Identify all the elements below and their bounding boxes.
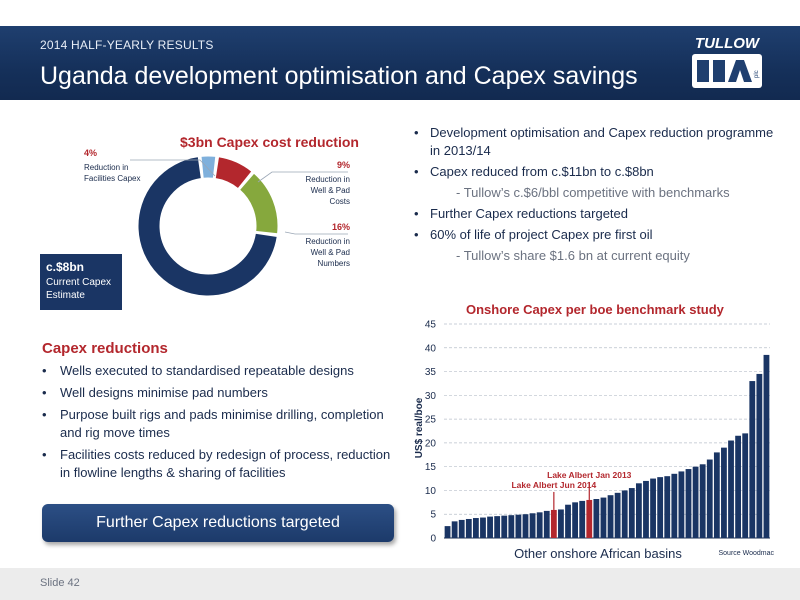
logo-sub-text: plc bbox=[754, 70, 760, 78]
bar bbox=[529, 513, 536, 538]
page-title: Uganda development optimisation and Cape… bbox=[40, 62, 638, 90]
slide-number: Slide 42 bbox=[40, 577, 80, 589]
highlight-bar bbox=[550, 509, 557, 538]
bar bbox=[480, 517, 486, 538]
bar bbox=[515, 514, 522, 538]
bar bbox=[487, 516, 493, 538]
bar bbox=[692, 466, 699, 538]
y-tick-label: 0 bbox=[430, 534, 436, 545]
well-pad-numbers-pct: 16% bbox=[331, 222, 350, 232]
y-tick-label: 20 bbox=[425, 438, 437, 449]
bar bbox=[628, 488, 635, 538]
bar bbox=[749, 381, 756, 538]
y-tick-label: 15 bbox=[425, 462, 437, 473]
bar bbox=[472, 518, 479, 538]
bar bbox=[685, 469, 692, 538]
bar bbox=[600, 497, 607, 538]
y-tick-label: 45 bbox=[425, 320, 437, 331]
bar bbox=[572, 502, 579, 538]
capex-donut-chart bbox=[130, 155, 348, 297]
bar bbox=[650, 478, 656, 538]
capex-estimate-label: Current Capex Estimate bbox=[46, 277, 112, 301]
bar bbox=[536, 512, 543, 538]
footer: Slide 42 bbox=[0, 568, 800, 600]
bar bbox=[713, 452, 720, 538]
bar bbox=[742, 433, 749, 538]
bar bbox=[558, 509, 564, 538]
bar bbox=[565, 504, 571, 538]
further-capex-button[interactable]: Further Capex reductions targeted bbox=[42, 504, 394, 542]
well-pad-numbers-label: Reduction in Well & Pad Numbers bbox=[305, 237, 350, 268]
bar bbox=[607, 495, 614, 538]
y-tick-label: 30 bbox=[425, 391, 437, 402]
donut-title: $3bn Capex cost reduction bbox=[180, 134, 359, 150]
bar bbox=[614, 492, 621, 538]
bar bbox=[494, 516, 501, 538]
chart-title: Onshore Capex per boe benchmark study bbox=[466, 302, 724, 317]
bar bbox=[721, 447, 727, 538]
bar bbox=[706, 459, 713, 538]
bar bbox=[522, 514, 529, 538]
facilities-pct: 4% bbox=[84, 148, 98, 158]
bar bbox=[444, 526, 451, 538]
bar bbox=[728, 440, 734, 538]
well-pad-costs-pct: 9% bbox=[336, 160, 350, 170]
y-tick-label: 10 bbox=[425, 486, 437, 497]
x-axis-label: Other onshore African basins bbox=[514, 546, 682, 561]
y-tick-label: 40 bbox=[425, 343, 437, 354]
bar bbox=[579, 500, 586, 538]
well-pad-costs-label: Reduction in Well & Pad Costs bbox=[305, 175, 350, 206]
logo-text: TULLOW bbox=[695, 35, 761, 52]
donut-segment-well-pad-costs bbox=[214, 156, 253, 190]
bar bbox=[699, 464, 706, 538]
bullet-item: • Facilities costs reduced by redesign of… bbox=[42, 447, 391, 480]
bullet-item: • Wells executed to standardised repeatab… bbox=[42, 363, 354, 378]
tullow-logo: TULLOW plc bbox=[692, 35, 762, 88]
y-tick-label: 25 bbox=[425, 415, 437, 426]
bar bbox=[671, 473, 678, 538]
header-subtitle: 2014 HALF-YEARLY RESULTS bbox=[40, 38, 214, 52]
bullet-item: • Development optimisation and Capex redu… bbox=[414, 125, 774, 158]
capex-reductions-list: • Wells executed to standardised repeatab… bbox=[42, 362, 392, 486]
bar bbox=[735, 435, 742, 538]
source-note: Source Woodmac bbox=[718, 550, 774, 557]
bar bbox=[451, 521, 458, 538]
facilities-label: Reduction in Facilities Capex bbox=[84, 163, 141, 183]
bullet-item: • Well designs minimise pad numbers bbox=[42, 385, 268, 400]
highlight-bar bbox=[586, 499, 593, 538]
y-tick-label: 5 bbox=[430, 510, 436, 521]
donut-segment-well-pad-numbers bbox=[238, 172, 279, 235]
capex-estimate-value: c.$8bn bbox=[46, 260, 85, 274]
bar bbox=[664, 476, 671, 538]
capex-estimate-box: c.$8bn Current Capex Estimate bbox=[40, 254, 122, 310]
y-axis-label: US$ real/boe bbox=[414, 397, 425, 458]
y-tick-label: 35 bbox=[425, 367, 437, 378]
right-bullet-list: • Development optimisation and Capex redu… bbox=[410, 124, 780, 268]
bar bbox=[678, 471, 685, 538]
bullet-item: • 60% of life of project Capex pre first … bbox=[414, 227, 653, 242]
bar bbox=[643, 480, 649, 538]
benchmark-bar-chart: 0 5 10 15 20 25 30 35 40 45 Lake Albert Jun 2014L… bbox=[414, 320, 774, 562]
bar bbox=[621, 490, 628, 538]
sub-bullet-item: - Tullow’s share $1.6 bn at current equi… bbox=[456, 248, 690, 263]
bar bbox=[501, 515, 508, 538]
bar bbox=[508, 515, 515, 538]
bar bbox=[756, 373, 763, 538]
bar bbox=[465, 518, 472, 538]
bar bbox=[543, 510, 550, 538]
bar bbox=[458, 519, 465, 538]
header-band: 2014 HALF-YEARLY RESULTS Uganda developm… bbox=[0, 26, 800, 100]
sub-bullet-item: - Tullow’s c.$6/bbl competitive with ben… bbox=[456, 185, 730, 200]
annotation-label: Lake Albert Jan 2013 bbox=[547, 470, 632, 480]
bar bbox=[657, 477, 664, 538]
bar bbox=[593, 499, 600, 538]
bar bbox=[635, 483, 642, 538]
annotation-label: Lake Albert Jun 2014 bbox=[511, 480, 596, 490]
bullet-item: • Capex reduced from c.$11bn to c.$8bn bbox=[414, 164, 654, 179]
capex-reductions-heading: Capex reductions bbox=[42, 340, 168, 357]
bullet-item: • Further Capex reductions targeted bbox=[414, 206, 628, 221]
bar bbox=[763, 354, 770, 538]
bullet-item: • Purpose built rigs and pads minimise dr… bbox=[42, 407, 384, 440]
